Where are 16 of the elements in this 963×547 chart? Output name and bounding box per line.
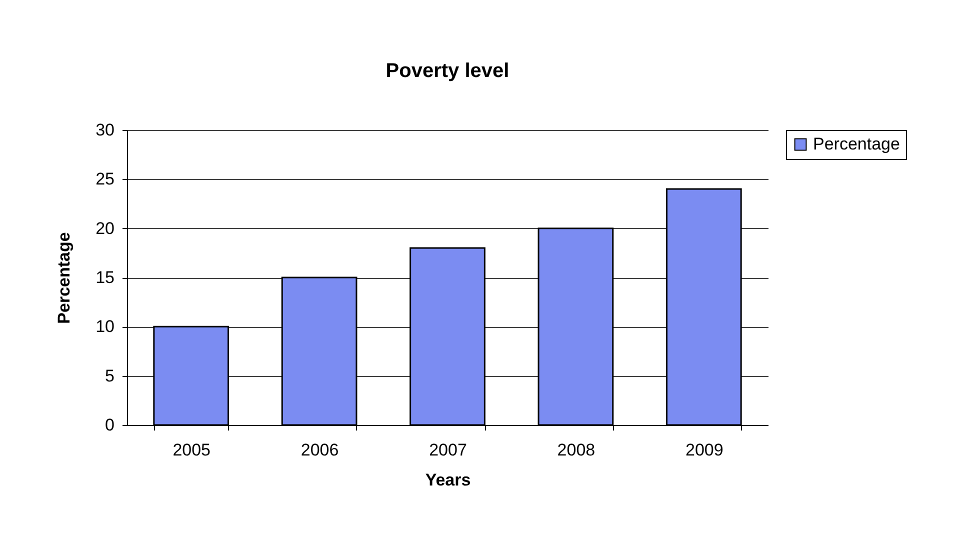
y-tick-label: 0 — [105, 416, 114, 434]
x-tick-label: 2005 — [172, 440, 211, 460]
chart-title: Poverty level — [386, 60, 510, 82]
y-tick-label: 15 — [96, 268, 114, 287]
y-tick-label: 30 — [96, 120, 114, 140]
x-tick-label: 2006 — [300, 440, 339, 460]
legend-label: Percentage — [813, 134, 900, 154]
x-axis-title: Years — [425, 470, 471, 490]
x-tick-label: 2009 — [685, 440, 724, 460]
x-tick-label: 2007 — [429, 440, 467, 460]
y-tick-label: 10 — [96, 317, 114, 336]
y-tick-label: 25 — [96, 170, 114, 189]
y-axis-title: Percentage — [54, 232, 74, 324]
y-tick-label: 20 — [96, 218, 114, 238]
y-tick-label: 5 — [105, 366, 114, 386]
x-tick-label: 2008 — [557, 440, 596, 460]
